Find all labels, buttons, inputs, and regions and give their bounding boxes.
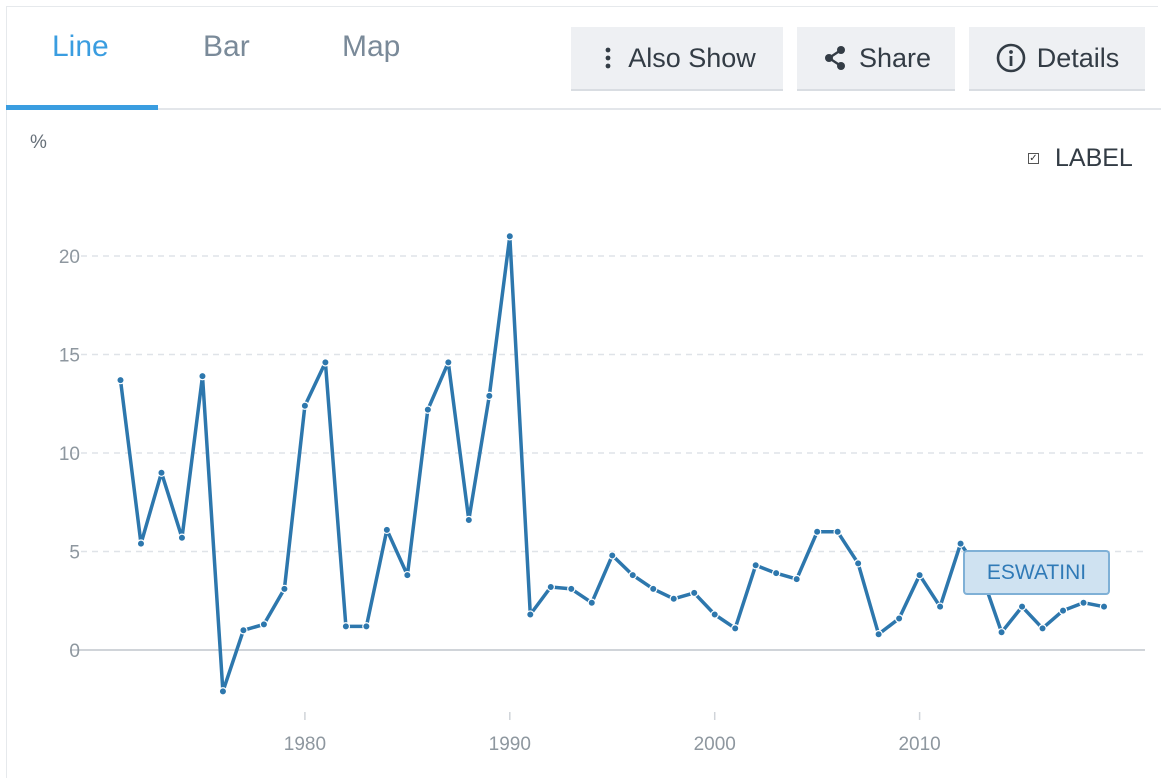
data-point: [321, 358, 330, 367]
data-point: [1079, 598, 1088, 607]
y-axis-unit-label: %: [30, 132, 47, 153]
data-point: [300, 401, 310, 410]
data-point: [382, 525, 392, 535]
info-icon: [995, 42, 1027, 74]
also-show-button[interactable]: Also Show: [571, 27, 783, 91]
data-point: [1099, 602, 1109, 611]
data-point: [669, 594, 678, 603]
data-point: [116, 375, 125, 385]
y-tick-label: 10: [59, 444, 80, 465]
data-point: [690, 588, 699, 598]
y-tick-label: 15: [59, 346, 80, 367]
data-point: [136, 539, 146, 548]
data-point: [485, 391, 494, 401]
tab-line[interactable]: Line: [52, 30, 109, 63]
checkbox-icon[interactable]: ✓: [1028, 153, 1039, 164]
chart-panel: [6, 6, 1158, 778]
data-point: [894, 614, 904, 623]
y-tick-label: 20: [59, 247, 80, 268]
series-label-text: ESWATINI: [986, 560, 1087, 584]
data-point: [1058, 606, 1068, 615]
more-vertical-icon: [598, 45, 618, 71]
data-point: [546, 582, 555, 592]
data-point: [218, 687, 228, 696]
y-tick-label: 5: [69, 543, 80, 564]
data-point: [608, 551, 617, 560]
series-label-tag[interactable]: ESWATINI: [963, 550, 1110, 595]
data-point: [526, 610, 535, 619]
data-point: [444, 358, 453, 367]
data-point: [812, 527, 822, 537]
legend-label: LABEL: [1055, 144, 1133, 172]
x-tick-label: 1980: [284, 734, 326, 755]
x-tick-label: 1990: [489, 734, 531, 755]
tab-bar-chart[interactable]: Bar: [203, 30, 250, 63]
data-point: [874, 630, 883, 639]
data-point: [649, 584, 658, 594]
data-point: [362, 622, 371, 631]
data-point: [239, 626, 248, 635]
data-point: [464, 515, 474, 525]
also-show-label: Also Show: [628, 42, 756, 73]
share-icon: [821, 44, 849, 72]
legend-toggle[interactable]: ✓ LABEL: [1028, 144, 1133, 173]
details-button[interactable]: Details: [969, 27, 1145, 91]
data-point: [1038, 624, 1047, 633]
share-button[interactable]: Share: [797, 27, 955, 91]
data-point: [935, 602, 945, 611]
data-point: [792, 574, 801, 584]
data-point: [341, 622, 351, 631]
data-point: [423, 405, 433, 414]
x-tick-label: 2000: [694, 734, 736, 755]
data-point: [587, 598, 596, 607]
data-point: [771, 568, 781, 578]
data-point: [403, 570, 412, 580]
tab-map[interactable]: Map: [342, 30, 401, 63]
data-point: [198, 371, 207, 381]
y-tick-label: 0: [69, 641, 80, 662]
data-point: [710, 610, 719, 619]
x-tick-label: 2010: [898, 734, 940, 755]
tab-bar: [6, 6, 1161, 110]
data-point: [915, 570, 924, 580]
data-point: [567, 584, 576, 594]
share-label: Share: [858, 42, 932, 73]
data-point: [505, 232, 515, 241]
data-point: [997, 628, 1006, 637]
data-point: [157, 468, 166, 477]
data-point: [1017, 602, 1027, 611]
data-point: [628, 570, 637, 580]
details-label: Details: [1036, 42, 1120, 73]
series-line: [118, 234, 1106, 694]
data-point: [956, 539, 965, 548]
data-point: [853, 559, 863, 568]
data-point: [259, 620, 269, 629]
data-point: [833, 527, 842, 537]
data-point: [751, 561, 760, 570]
active-tab-indicator: [6, 105, 158, 110]
data-point: [730, 624, 740, 633]
data-point: [177, 533, 187, 542]
data-point: [280, 584, 289, 594]
